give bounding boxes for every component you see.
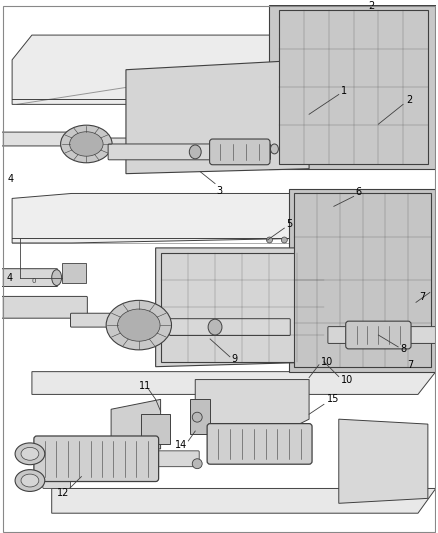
FancyBboxPatch shape xyxy=(0,269,58,287)
Text: 14: 14 xyxy=(176,440,188,450)
Polygon shape xyxy=(195,379,309,434)
Ellipse shape xyxy=(281,237,287,243)
Text: 12: 12 xyxy=(57,488,69,498)
Text: 1: 1 xyxy=(341,85,347,95)
Text: 5: 5 xyxy=(286,219,293,229)
FancyBboxPatch shape xyxy=(328,327,360,343)
FancyBboxPatch shape xyxy=(108,144,271,160)
Ellipse shape xyxy=(15,443,45,465)
Text: 3: 3 xyxy=(216,185,222,196)
FancyBboxPatch shape xyxy=(346,321,411,349)
Ellipse shape xyxy=(106,301,172,350)
Text: 4: 4 xyxy=(6,272,12,282)
FancyBboxPatch shape xyxy=(0,296,87,318)
Polygon shape xyxy=(111,399,161,449)
Ellipse shape xyxy=(117,309,160,341)
Ellipse shape xyxy=(266,237,272,243)
Polygon shape xyxy=(12,193,319,243)
Text: 7: 7 xyxy=(420,293,426,302)
Bar xyxy=(294,193,431,367)
Text: 11: 11 xyxy=(139,381,151,391)
FancyBboxPatch shape xyxy=(43,473,71,488)
Ellipse shape xyxy=(192,412,202,422)
Ellipse shape xyxy=(15,470,45,491)
Ellipse shape xyxy=(70,132,103,156)
Ellipse shape xyxy=(192,459,202,469)
Text: 4: 4 xyxy=(7,174,13,183)
FancyBboxPatch shape xyxy=(207,424,312,464)
FancyBboxPatch shape xyxy=(0,132,82,146)
Polygon shape xyxy=(289,189,436,372)
Ellipse shape xyxy=(208,319,222,335)
Ellipse shape xyxy=(52,270,62,286)
Text: 9: 9 xyxy=(232,354,238,364)
Polygon shape xyxy=(32,372,436,394)
FancyBboxPatch shape xyxy=(81,138,201,150)
Ellipse shape xyxy=(60,125,112,163)
Bar xyxy=(190,399,210,434)
Text: 2: 2 xyxy=(406,95,412,106)
Text: 0: 0 xyxy=(32,278,36,284)
Polygon shape xyxy=(339,419,428,503)
Bar xyxy=(161,253,324,362)
FancyBboxPatch shape xyxy=(402,327,437,343)
Bar xyxy=(141,414,170,444)
Polygon shape xyxy=(12,35,309,104)
Text: 15: 15 xyxy=(327,394,339,405)
Ellipse shape xyxy=(189,145,201,159)
Polygon shape xyxy=(62,263,86,282)
Text: 6: 6 xyxy=(356,188,362,197)
Text: 10: 10 xyxy=(341,375,353,385)
FancyBboxPatch shape xyxy=(43,451,71,467)
Polygon shape xyxy=(52,488,436,513)
Text: 7: 7 xyxy=(407,360,413,370)
FancyBboxPatch shape xyxy=(170,319,290,335)
FancyBboxPatch shape xyxy=(210,139,270,165)
FancyBboxPatch shape xyxy=(34,436,159,481)
Ellipse shape xyxy=(271,144,279,154)
Polygon shape xyxy=(126,60,309,174)
Bar xyxy=(279,10,428,164)
Text: 10: 10 xyxy=(321,357,333,367)
FancyBboxPatch shape xyxy=(155,451,199,467)
Polygon shape xyxy=(155,248,329,367)
Polygon shape xyxy=(269,5,436,169)
Text: 2: 2 xyxy=(368,1,375,11)
Ellipse shape xyxy=(21,474,39,487)
Ellipse shape xyxy=(21,447,39,460)
FancyBboxPatch shape xyxy=(71,313,110,327)
Text: 8: 8 xyxy=(400,344,406,354)
